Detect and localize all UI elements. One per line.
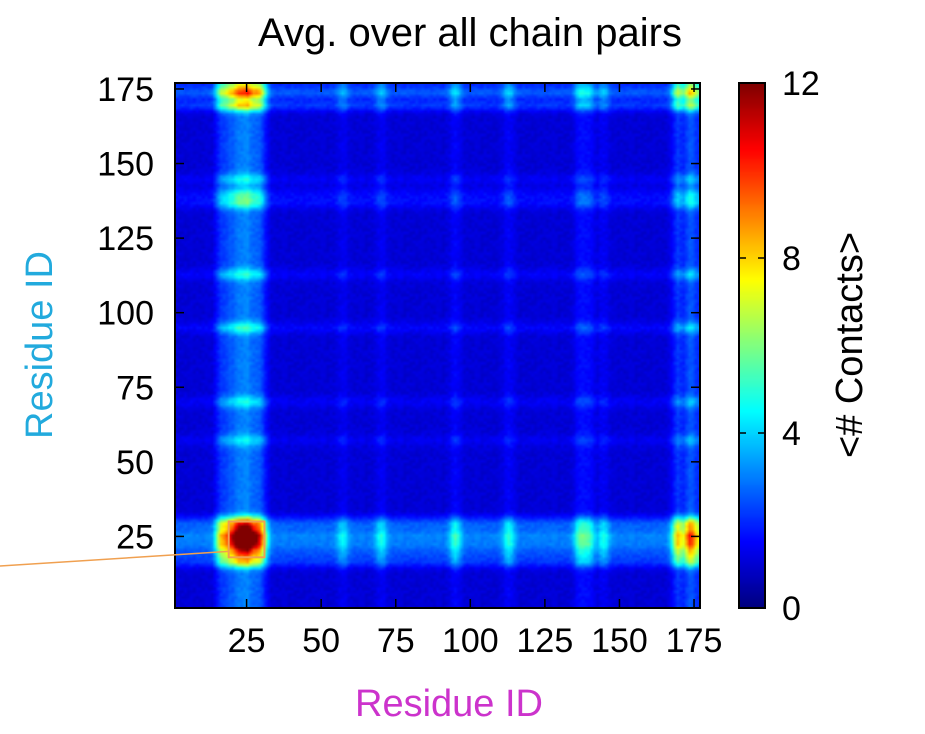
colorbar-tick-label: 8 [782,240,801,278]
x-tick-label: 25 [228,622,266,660]
colorbar-tick-label: 0 [782,590,801,628]
x-axis-title: Residue ID [355,683,543,725]
x-tick-label: 50 [302,622,340,660]
colorbar-gradient [739,83,765,608]
y-tick-label: 75 [116,369,154,407]
y-axis: 25 50 75 100 125 150 175 [97,71,700,556]
y-tick-label: 175 [97,71,154,109]
x-tick-label: 175 [666,622,723,660]
x-tick-label: 125 [517,622,574,660]
callout-line [0,550,229,567]
y-tick-label: 125 [97,220,154,258]
x-axis: 25 50 75 100 125 150 175 [228,83,723,660]
colorbar-label: <# Contacts> [829,232,871,458]
heatmap-plot-area [174,82,701,609]
y-tick-label: 50 [116,444,154,482]
y-tick-label: 100 [97,295,154,333]
x-tick-label: 100 [442,622,499,660]
plot-frame [174,82,701,609]
x-tick-label: 150 [591,622,648,660]
colorbar-frame [738,82,766,609]
colorbar-ticks: 0 4 8 12 [739,65,820,628]
peak-annotation [0,520,266,567]
colorbar-tick-label: 12 [782,65,820,103]
y-axis-title: Residue ID [19,251,61,439]
heatmap-cells [175,83,700,608]
y-tick-label: 150 [97,146,154,184]
colorbar: 0 4 8 12 <# Contacts> [738,65,871,628]
highlight-box [227,520,266,559]
chart-title: Avg. over all chain pairs [258,11,682,55]
x-tick-label: 75 [377,622,415,660]
colorbar-tick-label: 4 [782,415,801,453]
y-tick-label: 25 [116,518,154,556]
